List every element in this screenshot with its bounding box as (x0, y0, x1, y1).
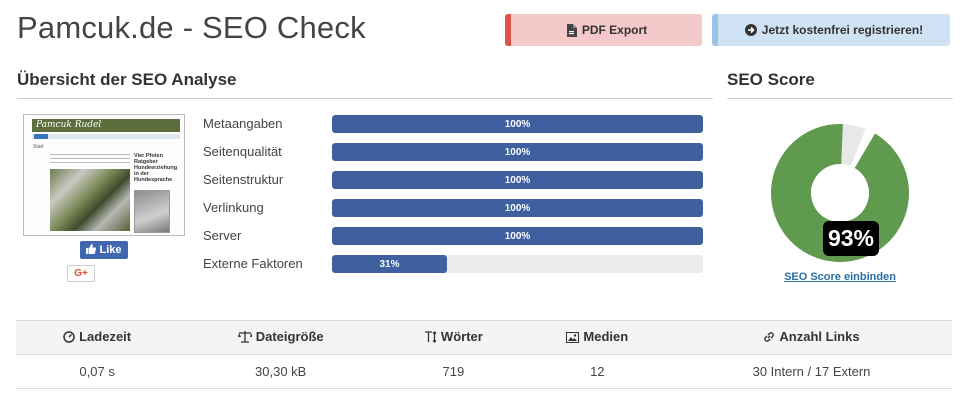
arrow-circle-right-icon (744, 24, 757, 36)
metric-value: 100% (504, 118, 531, 130)
text-height-icon (424, 331, 437, 346)
register-button[interactable]: Jetzt kostenfrei registrieren! (712, 14, 950, 46)
stats-links: 30 Intern / 17 Extern (671, 354, 952, 389)
like-label: Like (99, 244, 122, 256)
website-thumbnail[interactable]: Pamcuk Rudel Start Vier Pfoten Ratgeber … (23, 114, 185, 236)
table-row: 0,07 s 30,30 kB 719 12 30 Intern / 17 Ex… (16, 354, 952, 389)
stats-header-file-size: Dateigröße (178, 320, 384, 355)
metric-bar: 100% (332, 171, 703, 189)
stats-file-size: 30,30 kB (178, 354, 384, 389)
thumbnail-nav (32, 134, 180, 139)
metric-bar: 31% (332, 255, 447, 273)
stats-words: 719 (383, 354, 524, 389)
metric-label: Metaangaben (203, 116, 283, 131)
thumbnail-logo: Pamcuk Rudel (36, 120, 102, 130)
image-icon (566, 331, 580, 346)
stats-header-label: Medien (583, 329, 629, 344)
seo-score-value: 93% (823, 221, 879, 256)
metric-label: Seitenstruktur (203, 172, 284, 187)
facebook-like-button[interactable]: Like (80, 241, 128, 259)
stats-media: 12 (523, 354, 671, 389)
thumbnail-photo (50, 169, 130, 231)
seo-score-embed-link[interactable]: SEO Score einbinden (784, 271, 896, 283)
metric-bar-track: 100% (332, 171, 703, 189)
metric-value: 100% (504, 202, 531, 214)
file-pdf-icon (566, 23, 577, 37)
metric-label: Seitenqualität (203, 144, 282, 159)
metric-bar-track: 100% (332, 115, 703, 133)
metric-value: 100% (504, 146, 531, 158)
metric-bar-track: 100% (332, 143, 703, 161)
stats-header-load-time: Ladezeit (16, 320, 179, 355)
pdf-export-label: PDF Export (581, 23, 648, 37)
overview-divider (17, 98, 713, 99)
metric-bar-track: 100% (332, 199, 703, 217)
page-title: Pamcuk.de - SEO Check (17, 10, 366, 45)
score-title: SEO Score (727, 70, 815, 89)
stats-header-label: Dateigröße (255, 329, 324, 344)
metric-value: 100% (504, 230, 531, 242)
thumbnail-book (134, 190, 170, 233)
overview-title: Übersicht der SEO Analyse (17, 70, 237, 89)
metric-bar-track: 100% (332, 227, 703, 245)
score-ring-filled (771, 124, 909, 262)
register-label: Jetzt kostenfrei registrieren! (761, 23, 924, 37)
seo-score-donut (770, 123, 910, 263)
score-divider (727, 98, 953, 99)
metric-label: Verlinkung (203, 200, 264, 215)
pdf-export-button[interactable]: PDF Export (505, 14, 702, 46)
scale-icon (237, 331, 253, 346)
metric-label: Externe Faktoren (203, 256, 303, 271)
google-plus-button[interactable]: G+ (67, 265, 95, 282)
stats-header-label: Anzahl Links (779, 329, 860, 344)
metric-value: 100% (504, 174, 531, 186)
thumbnail-side-text: Vier Pfoten Ratgeber Hundeerziehung in d… (134, 153, 178, 183)
stats-header-label: Wörter (440, 329, 483, 344)
metric-bar-track: 31% (332, 255, 703, 273)
thumbnail-banner: Pamcuk Rudel (32, 119, 180, 132)
stats-header-links: Anzahl Links (671, 320, 952, 355)
metric-value: 31% (379, 258, 400, 270)
stats-load-time: 0,07 s (16, 354, 179, 389)
page-stats-table: Ladezeit Dateigröße Wörter Medien Anzahl… (16, 320, 952, 389)
thumbnail-text (50, 154, 130, 166)
stats-header-media: Medien (523, 320, 671, 355)
stats-header-label: Ladezeit (79, 329, 132, 344)
link-icon (763, 331, 775, 346)
metric-bar: 100% (332, 143, 703, 161)
google-plus-label: G+ (74, 268, 88, 279)
metric-label: Server (203, 228, 242, 243)
stats-header-words: Wörter (383, 320, 524, 355)
gauge-icon (63, 331, 75, 346)
metric-bar: 100% (332, 115, 703, 133)
thumbnail-start: Start (33, 144, 44, 150)
metric-bar: 100% (332, 199, 703, 217)
thumbs-up-icon (86, 243, 97, 257)
metric-bar: 100% (332, 227, 703, 245)
